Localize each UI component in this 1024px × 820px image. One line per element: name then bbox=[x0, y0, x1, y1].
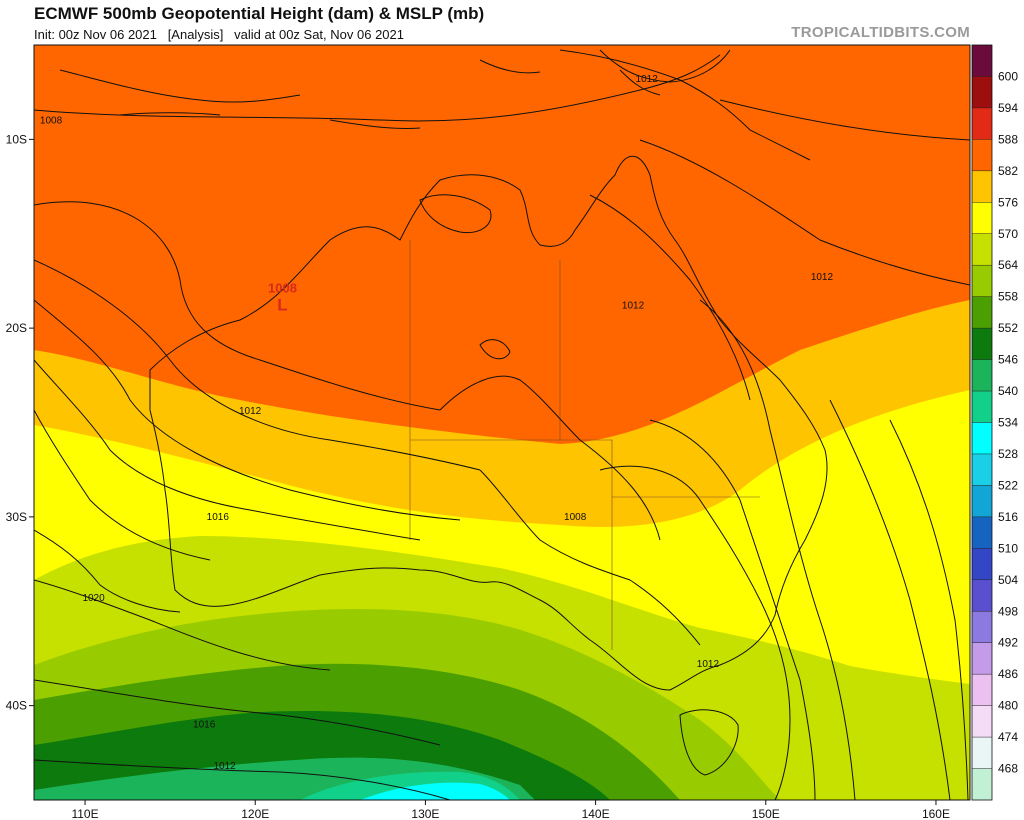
isobar-label-layer: 1008 1012 1012 1012 1012 1008 1016 1020 1012 1016… bbox=[40, 74, 834, 772]
isobar-label: 1012 bbox=[622, 300, 645, 311]
isobar-label: 1020 bbox=[82, 593, 105, 604]
colorbar-swatch bbox=[972, 485, 992, 518]
colorbar-swatch bbox=[972, 265, 992, 298]
isobar-label: 1012 bbox=[239, 406, 262, 417]
axis-ticks: 110E 120E 130E 140E 150E 160E 10S 20S 30S 40S bbox=[6, 132, 950, 820]
isobar-label: 1016 bbox=[193, 720, 216, 731]
colorbar-swatch bbox=[972, 202, 992, 235]
colorbar-level-label: 600 bbox=[998, 69, 1018, 83]
lon-tick-label: 160E bbox=[922, 807, 950, 820]
colorbar-swatch bbox=[972, 611, 992, 644]
lat-tick-label: 30S bbox=[6, 510, 27, 524]
isobar-label-text: 1008 bbox=[40, 116, 63, 127]
colorbar-swatch bbox=[972, 768, 992, 801]
colorbar-level-label: 594 bbox=[998, 101, 1018, 115]
new-guinea-coastline bbox=[559, 49, 811, 161]
isobar-label-text: 1012 bbox=[697, 659, 720, 670]
lat-tick-label: 10S bbox=[6, 132, 27, 146]
isobar-label-text: 1008 bbox=[564, 512, 587, 523]
isobar-label: 1008 bbox=[40, 116, 63, 127]
lon-tick-label: 150E bbox=[752, 807, 780, 820]
colorbar-level-label: 546 bbox=[998, 353, 1018, 367]
state-borders bbox=[409, 240, 760, 650]
colorbar-level-label: 540 bbox=[998, 384, 1018, 398]
colorbar-level-label: 504 bbox=[998, 573, 1018, 587]
map-frame bbox=[33, 44, 971, 801]
isobar-label: 1012 bbox=[213, 761, 236, 772]
colorbar-level-label: 474 bbox=[998, 730, 1018, 744]
colorbar-level-label: 570 bbox=[998, 227, 1018, 241]
colorbar-swatch bbox=[972, 296, 992, 329]
isobar-label-text: 1012 bbox=[811, 272, 834, 283]
colorbar-swatch bbox=[972, 328, 992, 361]
isobar-label: 1012 bbox=[697, 659, 720, 670]
colorbar-swatch bbox=[972, 737, 992, 770]
lon-tick-label: 110E bbox=[71, 807, 98, 820]
colorbar-swatch bbox=[972, 516, 992, 549]
colorbar-level-label: 558 bbox=[998, 290, 1018, 304]
colorbar-level-label: 480 bbox=[998, 699, 1018, 713]
colorbar-level-label: 528 bbox=[998, 447, 1018, 461]
colorbar-swatch bbox=[972, 359, 992, 392]
colorbar-swatch bbox=[972, 548, 992, 581]
lon-tick-label: 120E bbox=[241, 807, 269, 820]
australia-coastline bbox=[149, 155, 828, 691]
chart-subtitle: Init: 00z Nov 06 2021 [Analysis] valid a… bbox=[34, 27, 404, 42]
tasmania-coastline bbox=[679, 709, 739, 776]
colorbar-level-label: 576 bbox=[998, 195, 1018, 209]
lat-tick-label: 40S bbox=[6, 699, 27, 713]
colorbar-level-label: 498 bbox=[998, 604, 1018, 618]
isobar-label-text: 1012 bbox=[213, 761, 236, 772]
height-field bbox=[34, 45, 970, 800]
colorbar-level-label: 552 bbox=[998, 321, 1018, 335]
colorbar-swatch bbox=[972, 642, 992, 675]
colorbar-swatch bbox=[972, 76, 992, 109]
isobar-label-text: 1012 bbox=[636, 74, 659, 85]
low-pressure-value: 1008 bbox=[268, 281, 297, 296]
isobars bbox=[34, 49, 970, 800]
chart-title: ECMWF 500mb Geopotential Height (dam) & … bbox=[34, 4, 485, 23]
isobar-label-text: 1016 bbox=[207, 512, 230, 523]
colorbar-level-label: 468 bbox=[998, 762, 1018, 776]
colorbar-level-label: 522 bbox=[998, 478, 1018, 492]
colorbar-swatch bbox=[972, 170, 992, 203]
colorbar-level-label: 534 bbox=[998, 416, 1018, 430]
colorbar-swatch bbox=[972, 45, 992, 77]
low-pressure-symbol: L bbox=[277, 296, 287, 315]
lon-tick-label: 130E bbox=[411, 807, 439, 820]
isobar-label: 1016 bbox=[207, 512, 230, 523]
colorbar-level-label: 510 bbox=[998, 541, 1018, 555]
isobar-label-text: 1012 bbox=[622, 300, 645, 311]
isobar-label: 1012 bbox=[636, 74, 659, 85]
isobar-label: 1008 bbox=[564, 512, 587, 523]
colorbar-swatch bbox=[972, 391, 992, 423]
colorbar-swatch bbox=[972, 705, 992, 738]
lon-tick-label: 140E bbox=[582, 807, 610, 820]
colorbar-level-label: 582 bbox=[998, 164, 1018, 178]
isobar-label: 1012 bbox=[811, 272, 834, 283]
indonesia-islands bbox=[59, 59, 541, 129]
colorbar-level-label: 516 bbox=[998, 510, 1018, 524]
isobar-label-text: 1020 bbox=[82, 593, 105, 604]
isobar-label-text: 1016 bbox=[193, 720, 216, 731]
colorbar-swatch bbox=[972, 139, 992, 172]
lat-tick-label: 20S bbox=[6, 321, 27, 335]
colorbar: 600 594 588 582 576 570 564 558 552 546 540 534 528 5… bbox=[971, 44, 1018, 801]
colorbar-swatch bbox=[972, 422, 992, 455]
colorbar-level-label: 588 bbox=[998, 132, 1018, 146]
colorbar-swatch bbox=[972, 107, 992, 140]
isobar-label-text: 1012 bbox=[239, 406, 262, 417]
site-watermark: TROPICALTIDBITS.COM bbox=[791, 24, 970, 41]
colorbar-level-label: 492 bbox=[998, 636, 1018, 650]
colorbar-swatch bbox=[972, 233, 992, 266]
colorbar-swatch bbox=[972, 579, 992, 612]
colorbar-swatch bbox=[972, 674, 992, 707]
colorbar-level-label: 564 bbox=[998, 258, 1018, 272]
colorbar-swatch bbox=[972, 453, 992, 486]
colorbar-level-label: 486 bbox=[998, 667, 1018, 681]
band-528 bbox=[360, 782, 510, 800]
